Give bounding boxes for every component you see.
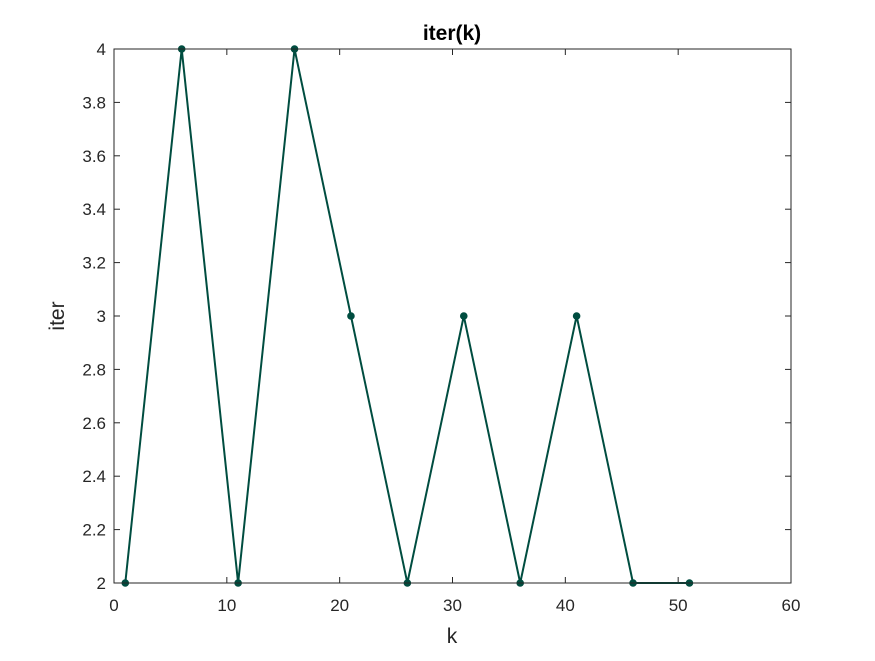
y-tick-label: 2 xyxy=(97,574,106,593)
data-point xyxy=(459,312,468,320)
y-tick-label: 3.6 xyxy=(82,147,106,166)
y-tick-label: 3.4 xyxy=(82,200,106,219)
y-tick-label: 2.4 xyxy=(82,467,106,486)
y-tick-label: 2.8 xyxy=(82,360,106,379)
x-tick-label: 20 xyxy=(330,596,349,615)
data-point xyxy=(572,312,581,320)
plot-area xyxy=(114,49,791,583)
x-tick-label: 30 xyxy=(443,596,462,615)
y-tick-label: 3.2 xyxy=(82,254,106,273)
y-tick-label: 3.8 xyxy=(82,93,106,112)
data-point xyxy=(347,312,355,320)
y-tick-label: 2.6 xyxy=(82,414,106,433)
y-tick-label: 3 xyxy=(97,307,106,326)
y-axis-ticks: 2 2.2 2.4 2.6 2.8 3 3.2 3.4 3.6 3.8 4 xyxy=(82,40,791,593)
x-tick-label: 40 xyxy=(556,596,575,615)
y-axis-label: iter xyxy=(46,301,69,330)
x-axis-ticks: 0 10 20 30 40 50 60 xyxy=(109,49,800,615)
x-tick-label: 60 xyxy=(782,596,801,615)
y-tick-label: 4 xyxy=(97,40,106,59)
y-tick-label: 2.2 xyxy=(82,521,106,540)
chart-title: iter(k) xyxy=(423,22,481,45)
x-tick-label: 50 xyxy=(669,596,688,615)
x-axis-label: k xyxy=(447,625,458,648)
x-tick-label: 0 xyxy=(109,596,118,615)
x-tick-label: 10 xyxy=(217,596,236,615)
axes-box xyxy=(113,48,792,584)
